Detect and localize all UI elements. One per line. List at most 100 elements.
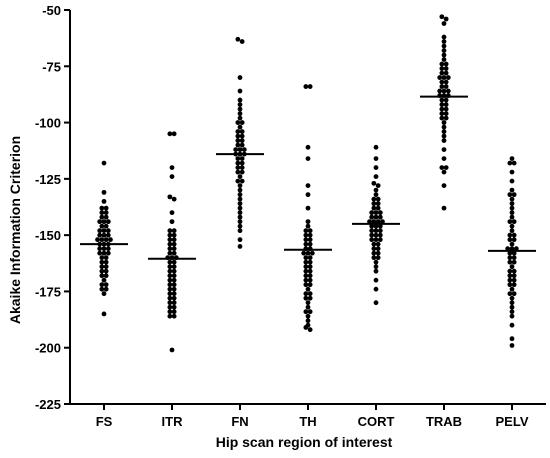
data-point xyxy=(507,291,513,297)
x-tick-label: TRAB xyxy=(426,414,462,429)
y-tick-label: -225 xyxy=(35,397,61,412)
data-point xyxy=(305,192,311,198)
data-point xyxy=(237,219,243,225)
data-point xyxy=(303,259,309,265)
data-point xyxy=(307,291,313,297)
x-tick-label: TH xyxy=(299,414,316,429)
data-point xyxy=(171,237,177,243)
data-point xyxy=(507,160,513,166)
data-point xyxy=(509,286,515,292)
data-point xyxy=(375,201,381,207)
data-point xyxy=(369,223,375,229)
data-point xyxy=(237,111,243,116)
data-point xyxy=(103,268,109,274)
data-point xyxy=(509,322,515,328)
data-point xyxy=(441,57,447,62)
data-point xyxy=(373,192,379,198)
data-point xyxy=(369,210,375,216)
data-point xyxy=(511,219,517,225)
data-point xyxy=(443,111,449,116)
data-point xyxy=(439,102,445,107)
data-point xyxy=(441,169,447,175)
data-point xyxy=(171,196,177,202)
data-point xyxy=(369,232,375,238)
data-point xyxy=(303,268,309,274)
data-point xyxy=(507,255,513,261)
data-point xyxy=(443,97,449,103)
data-point xyxy=(307,228,313,234)
data-point xyxy=(103,286,109,292)
data-point xyxy=(169,174,175,180)
data-point xyxy=(305,300,311,306)
y-tick-label: -125 xyxy=(35,172,61,187)
y-axis-ticks: -50 -75 -100 -125 -150 -175 -200 -225 xyxy=(35,3,70,412)
data-point xyxy=(99,255,105,261)
data-point xyxy=(441,48,447,53)
data-point xyxy=(171,309,177,315)
data-point xyxy=(507,268,513,274)
x-tick-label: CORT xyxy=(358,414,395,429)
data-point xyxy=(307,327,313,333)
data-point xyxy=(171,313,177,319)
data-point xyxy=(101,232,107,238)
data-point xyxy=(167,282,173,288)
data-point xyxy=(509,304,515,310)
data-point xyxy=(235,138,241,143)
data-point xyxy=(239,160,245,166)
data-point xyxy=(511,192,517,198)
data-point xyxy=(237,187,243,193)
data-point xyxy=(303,273,309,279)
data-point xyxy=(167,291,173,297)
data-point xyxy=(511,259,517,265)
data-point xyxy=(237,228,243,234)
data-point xyxy=(509,295,515,301)
data-point xyxy=(105,219,111,225)
data-point xyxy=(169,165,175,171)
data-point xyxy=(171,291,177,297)
data-point xyxy=(305,205,311,211)
data-point xyxy=(235,142,241,148)
data-point xyxy=(375,246,381,252)
data-point xyxy=(307,282,313,288)
data-point xyxy=(377,237,383,243)
data-point xyxy=(97,219,103,225)
data-point xyxy=(99,210,105,216)
data-point xyxy=(441,39,447,44)
data-point xyxy=(445,75,451,80)
data-point xyxy=(507,232,513,238)
data-point xyxy=(305,223,311,229)
data-point xyxy=(171,228,177,234)
data-point xyxy=(369,237,375,243)
data-point xyxy=(439,115,445,121)
data-point xyxy=(439,111,445,116)
data-point xyxy=(371,241,377,247)
data-point xyxy=(443,115,449,121)
data-point xyxy=(167,304,173,310)
data-point xyxy=(97,246,103,252)
data-point xyxy=(367,219,372,225)
data-point xyxy=(439,84,445,89)
data-point xyxy=(167,264,173,270)
data-point xyxy=(437,75,443,80)
data-point xyxy=(167,273,173,279)
data-point xyxy=(99,273,105,279)
data-point xyxy=(305,219,311,225)
data-point xyxy=(167,313,173,319)
data-point xyxy=(373,300,379,306)
data-point xyxy=(441,183,447,189)
data-point xyxy=(307,255,313,261)
y-tick-label: -50 xyxy=(42,3,61,18)
data-point xyxy=(375,183,381,189)
data-point xyxy=(301,250,307,256)
data-point xyxy=(171,268,177,274)
data-point xyxy=(303,255,309,261)
x-tick-label: PELV xyxy=(496,414,529,429)
data-point xyxy=(237,244,243,249)
data-point xyxy=(307,241,313,247)
data-point xyxy=(171,250,177,256)
data-point xyxy=(171,304,177,310)
data-point xyxy=(509,196,515,202)
data-point xyxy=(507,250,513,256)
data-point xyxy=(371,180,377,186)
data-point xyxy=(509,264,515,270)
